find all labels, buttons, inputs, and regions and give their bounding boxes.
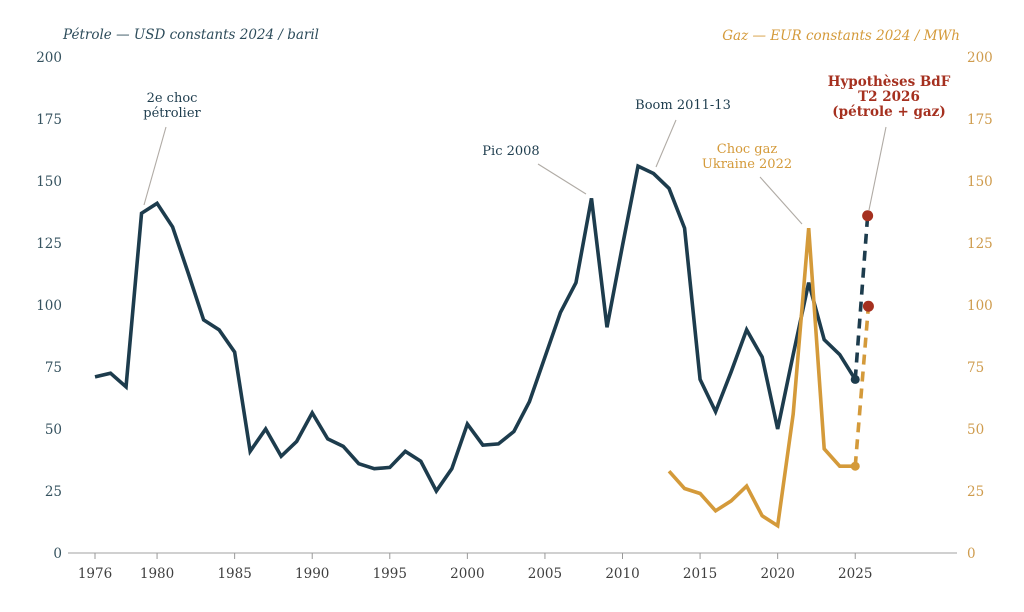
boom-2011-13-leader-line (655, 119, 677, 168)
x-tick-label: 1976 (78, 566, 112, 582)
right-y-tick-label: 75 (967, 360, 984, 376)
left-y-tick-label: 200 (36, 50, 62, 66)
hypotheses-bdf-leader-line (868, 126, 887, 211)
right-y-tick-label: 0 (967, 546, 976, 562)
left-y-tick-label: 125 (36, 236, 62, 252)
right-y-tick-label: 25 (967, 484, 984, 500)
left-y-tick-label: 50 (45, 422, 62, 438)
petrole-hypothesis-dot (862, 210, 874, 222)
pic-2008-leader-line (537, 163, 587, 195)
right-y-tick-label: 200 (967, 50, 993, 66)
right-y-tick-label: 100 (967, 298, 993, 314)
left-y-tick-label: 0 (53, 546, 62, 562)
petrole-series-line (94, 163, 857, 495)
x-tick-label: 2020 (760, 566, 794, 582)
right-y-tick-label: 150 (967, 174, 993, 190)
x-tick-label: 1985 (217, 566, 251, 582)
left-y-tick-label: 150 (36, 174, 62, 190)
x-tick-label: 1990 (295, 566, 329, 582)
petrole-projection-line (853, 215, 870, 380)
left-axis-title: Pétrole — USD constants 2024 / baril (63, 27, 319, 43)
x-tick-label: 2015 (683, 566, 717, 582)
choc-petrolier-leader-line (143, 126, 167, 206)
x-tick-label: 2010 (605, 566, 639, 582)
right-y-tick-label: 125 (967, 236, 993, 252)
left-y-tick-label: 75 (45, 360, 62, 376)
left-y-tick-label: 100 (36, 298, 62, 314)
gaz-2025-dot (850, 461, 860, 471)
x-tick-label: 2025 (838, 566, 872, 582)
gaz-hypothesis-dot (862, 300, 874, 312)
left-y-tick-label: 25 (45, 484, 62, 500)
x-tick-label: 1980 (140, 566, 174, 582)
x-tick-label: 2005 (528, 566, 562, 582)
petrole-2025-dot (850, 374, 860, 384)
left-y-tick-label: 175 (36, 112, 62, 128)
right-y-tick-label: 50 (967, 422, 984, 438)
right-axis-title: Gaz — EUR constants 2024 / MWh (722, 28, 960, 44)
gaz-projection-line (853, 306, 871, 467)
x-tick-label: 1995 (373, 566, 407, 582)
gaz-series-line (667, 227, 856, 529)
choc-gaz-ukraine-leader-line (759, 176, 803, 225)
x-tick-label: 2000 (450, 566, 484, 582)
right-y-tick-label: 175 (967, 112, 993, 128)
